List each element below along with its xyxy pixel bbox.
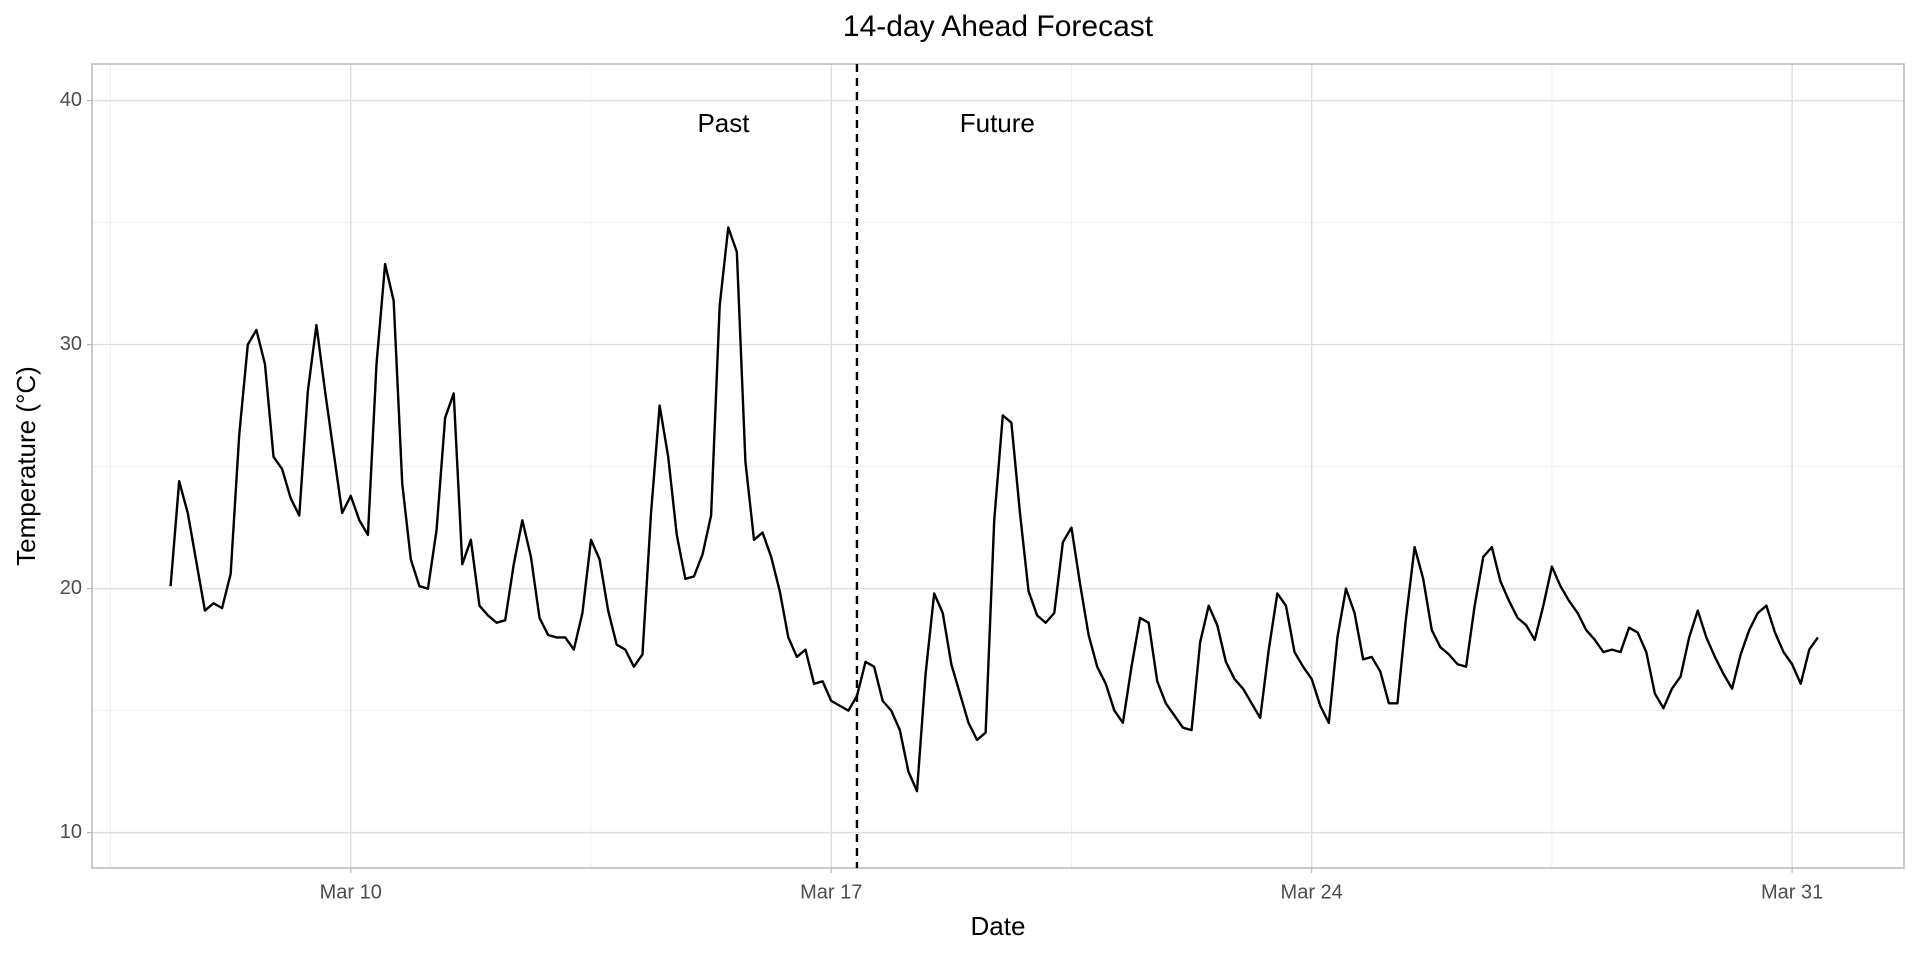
temperature-line <box>169 226 1819 793</box>
y-tick-label: 20 <box>60 577 82 599</box>
x-axis-title: Date <box>971 911 1026 941</box>
chart-title: 14-day Ahead Forecast <box>843 10 1154 43</box>
annotation: Future <box>960 108 1035 138</box>
x-tick-label: Mar 17 <box>800 881 862 903</box>
x-tick-label: Mar 31 <box>1761 881 1823 903</box>
panel-border <box>91 63 1905 869</box>
x-tick-label: Mar 10 <box>320 881 382 903</box>
y-axis-title: Temperature (°C) <box>11 366 41 566</box>
y-tick-label: 10 <box>60 821 82 843</box>
x-tick-label: Mar 24 <box>1281 881 1343 903</box>
annotation: Past <box>697 108 750 138</box>
y-tick-label: 30 <box>60 333 82 355</box>
y-tick-label: 40 <box>60 89 82 111</box>
